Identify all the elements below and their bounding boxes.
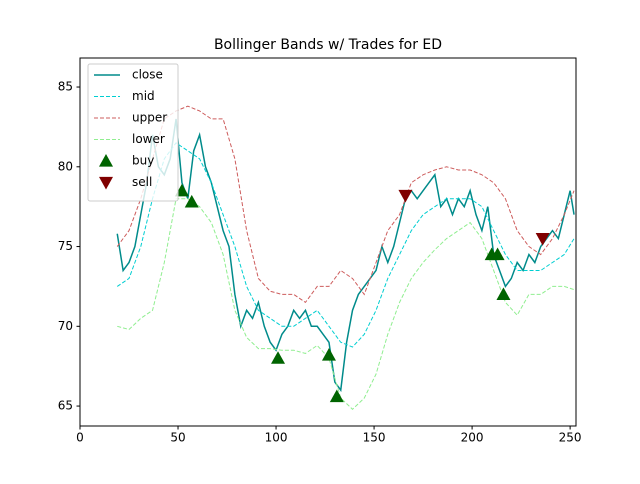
trade-marker: [329, 389, 344, 403]
y-tick-label: 75: [58, 239, 73, 253]
legend-label: close: [132, 68, 163, 82]
trade-marker: [321, 348, 336, 361]
trade-marker: [496, 287, 511, 301]
x-tick-label: 200: [461, 431, 484, 445]
x-tick-label: 50: [170, 431, 185, 445]
series-line: [116, 105, 575, 304]
plot-frame: [79, 57, 577, 427]
trade-marker: [398, 189, 413, 203]
legend-box: [87, 63, 179, 202]
legend-label: sell: [132, 175, 152, 189]
y-tick-label: 85: [58, 80, 73, 94]
x-tick-label: 150: [363, 431, 386, 445]
trade-marker: [271, 351, 286, 364]
legend-label: upper: [132, 111, 167, 125]
legend-label: lower: [132, 132, 165, 146]
y-tick-label: 70: [58, 319, 73, 333]
series-line: [116, 118, 575, 393]
y-tick-label: 65: [58, 399, 73, 413]
legend-label: mid: [132, 89, 155, 103]
trade-marker: [535, 232, 550, 246]
legend-label: buy: [132, 154, 154, 168]
chart-title: Bollinger Bands w/ Trades for ED: [214, 37, 442, 53]
x-tick-label: 100: [265, 431, 288, 445]
x-tick-label: 250: [559, 431, 582, 445]
legend-marker: [99, 176, 113, 190]
legend-marker: [99, 154, 113, 167]
series-line: [116, 142, 575, 348]
trade-marker: [184, 194, 199, 208]
y-tick-label: 80: [58, 159, 73, 173]
trade-marker: [490, 247, 505, 261]
x-tick-label: 0: [76, 431, 84, 445]
